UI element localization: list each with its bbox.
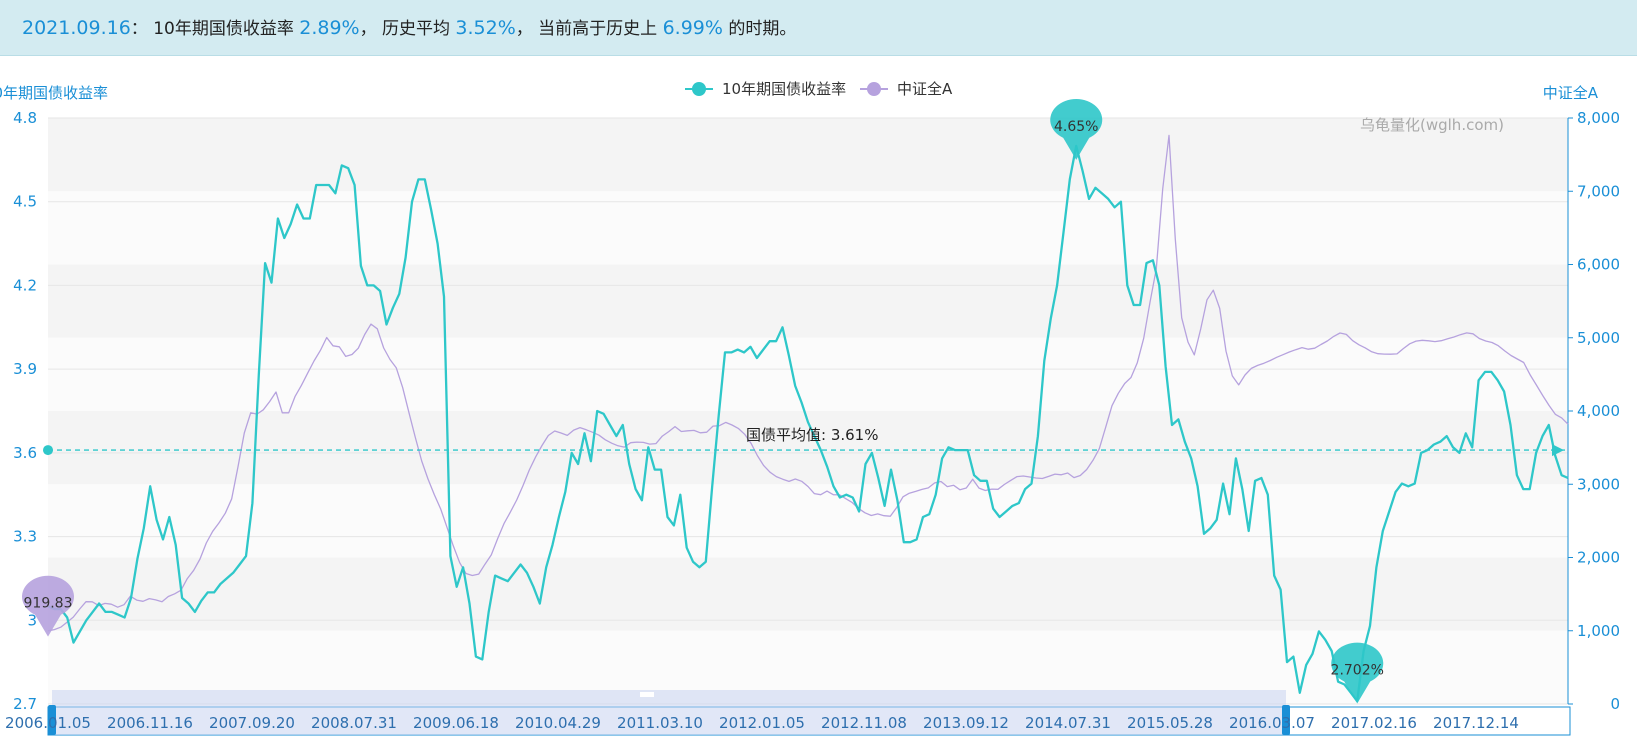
watermark: 乌龟量化(wglh.com) xyxy=(1360,116,1504,134)
x-tick-label: 2011.03.10 xyxy=(617,714,703,732)
right-tick-label: 5,000 xyxy=(1577,329,1620,347)
left-tick-label: 2.7 xyxy=(13,695,37,713)
chart-area: 10年期国债收益率 中证全A 10年期国债收益率 中证全A 乌龟量化(wglh.… xyxy=(0,56,1637,743)
x-tick-label: 2009.06.18 xyxy=(413,714,499,732)
grid-band xyxy=(48,264,1568,338)
legend-bond-dot xyxy=(692,82,706,96)
left-axis-title: 10年期国债收益率 xyxy=(0,84,108,102)
summary-pct-value: 6.99% xyxy=(662,17,723,39)
data-zoom-slider[interactable] xyxy=(47,690,1571,736)
marker-min-bond-shape xyxy=(1331,642,1384,704)
x-tick-label: 2012.11.08 xyxy=(821,714,907,732)
average-end-arrow xyxy=(1552,444,1564,457)
left-tick-label: 3 xyxy=(27,611,37,629)
x-tick-label: 2007.09.20 xyxy=(209,714,295,732)
right-tick-label: 8,000 xyxy=(1577,109,1620,127)
summary-yield-value: 2.89% xyxy=(299,17,360,39)
right-tick-label: 6,000 xyxy=(1577,256,1620,274)
legend-index-label: 中证全A xyxy=(897,80,953,98)
bond-series xyxy=(47,144,1569,703)
grid-band xyxy=(48,337,1568,411)
index-line xyxy=(47,134,1569,632)
right-tick-label: 2,000 xyxy=(1577,549,1620,567)
x-tick-label: 2008.07.31 xyxy=(311,714,397,732)
summary-sep: ： xyxy=(130,19,148,39)
x-tick-label: 2014.07.31 xyxy=(1025,714,1111,732)
summary-avg-value: 3.52% xyxy=(455,17,516,39)
average-start-dot xyxy=(43,445,53,456)
bond-line xyxy=(47,144,1569,703)
right-axis-title: 中证全A xyxy=(1543,84,1599,102)
slider-handle-left[interactable] xyxy=(48,705,56,735)
average-line: 国债平均值: 3.61% xyxy=(43,426,1568,457)
right-tick-label: 4,000 xyxy=(1577,402,1620,420)
left-axis-ticks: 4.8 4.5 4.2 3.9 3.6 3.3 3 2.7 xyxy=(13,109,37,713)
marker-min-bond: 2.702% xyxy=(1331,642,1384,704)
summary-bar: 2021.09.16： 10年期国债收益率 2.89%， 历史平均 3.52%，… xyxy=(0,0,1637,56)
left-tick-label: 3.9 xyxy=(13,360,37,378)
right-tick-label: 3,000 xyxy=(1577,475,1620,493)
marker-max-bond-label: 4.65% xyxy=(1054,119,1098,135)
summary-avg-label: ， 历史平均 xyxy=(359,19,451,39)
right-axis-ticks: 8,000 7,000 6,000 5,000 4,000 3,000 2,000 1,000… xyxy=(1567,109,1620,713)
grid-band xyxy=(48,118,1568,192)
x-tick-label: 2006.01.05 xyxy=(5,714,91,732)
x-tick-label: 2015.05.28 xyxy=(1127,714,1213,732)
summary-date: 2021.09.16 xyxy=(22,17,131,39)
legend-item-bond[interactable]: 10年期国债收益率 xyxy=(685,80,846,98)
x-axis-ticks: 2006.01.05 2006.11.16 2007.09.20 2008.07.31… xyxy=(5,714,1519,732)
grid-band xyxy=(48,191,1568,265)
grid-bands xyxy=(48,118,1568,704)
x-tick-label: 2016.03.07 xyxy=(1229,714,1315,732)
marker-min-index: 919.83 xyxy=(22,575,75,637)
legend: 10年期国债收益率 中证全A xyxy=(685,80,953,98)
extreme-markers: 4.65% 2.702% 919.83 xyxy=(22,99,1384,704)
legend-bond-label: 10年期国债收益率 xyxy=(722,80,846,98)
marker-min-index-label: 919.83 xyxy=(24,596,73,612)
right-tick-label: 0 xyxy=(1610,695,1620,713)
left-tick-label: 4.8 xyxy=(13,109,37,127)
right-tick-label: 1,000 xyxy=(1577,622,1620,640)
summary-tail: 的时期。 xyxy=(728,19,797,39)
slider-selected-window[interactable] xyxy=(52,690,1286,735)
x-tick-label: 2013.09.12 xyxy=(923,714,1009,732)
yield-vs-index-chart: 10年期国债收益率 中证全A 10年期国债收益率 中证全A 乌龟量化(wglh.… xyxy=(0,80,1620,736)
x-tick-label: 2017.12.14 xyxy=(1433,714,1519,732)
legend-index-dot xyxy=(867,82,881,96)
x-tick-label: 2017.02.16 xyxy=(1331,714,1417,732)
summary-pct-label: ， 当前高于历史上 xyxy=(515,19,658,39)
average-label: 国债平均值: 3.61% xyxy=(746,426,878,444)
left-tick-label: 3.3 xyxy=(13,528,37,546)
slider-grip[interactable] xyxy=(640,692,654,697)
right-tick-label: 7,000 xyxy=(1577,182,1620,200)
x-tick-label: 2010.04.29 xyxy=(515,714,601,732)
marker-max-bond-shape xyxy=(1050,99,1103,160)
left-tick-label: 4.5 xyxy=(13,193,37,211)
left-tick-label: 3.6 xyxy=(13,444,37,462)
slider-handle-right[interactable] xyxy=(1282,705,1290,735)
grid-band xyxy=(48,557,1568,631)
marker-min-index-shape xyxy=(22,575,75,637)
x-tick-label: 2012.01.05 xyxy=(719,714,805,732)
marker-max-bond: 4.65% xyxy=(1050,99,1103,160)
x-tick-label: 2006.11.16 xyxy=(107,714,193,732)
legend-item-index[interactable]: 中证全A xyxy=(860,80,953,98)
index-series xyxy=(47,134,1569,632)
marker-min-bond-label: 2.702% xyxy=(1331,662,1384,678)
summary-yield-label: 10年期国债收益率 xyxy=(153,19,294,39)
left-tick-label: 4.2 xyxy=(13,276,37,294)
grid-band xyxy=(48,484,1568,558)
